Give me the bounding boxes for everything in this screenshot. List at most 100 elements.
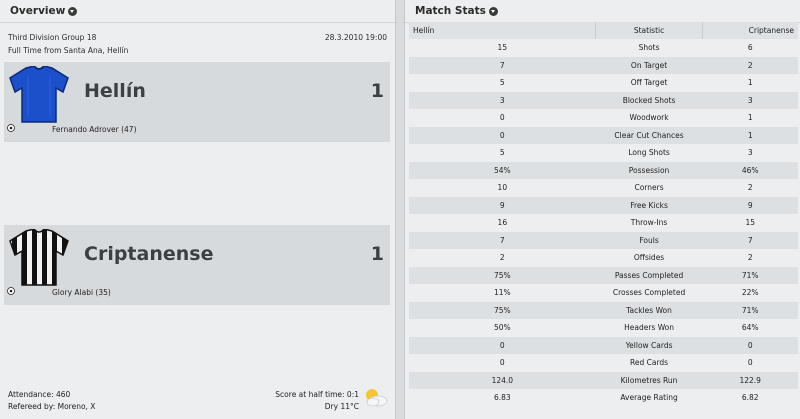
stats-row: 16 Throw-Ins 15 [409, 214, 798, 232]
venue-line: Full Time from Santa Ana, Hellín [8, 46, 129, 55]
stat-away-value: 1 [747, 113, 753, 123]
stat-home-value: 50% [493, 323, 511, 333]
match-stats-title: Match Stats [415, 5, 486, 17]
stat-away-value: 122.9 [702, 371, 798, 389]
away-shirt-icon [9, 229, 69, 286]
attendance-label: Attendance: 460 [8, 390, 71, 399]
stat-away-value: 71% [702, 301, 798, 319]
stats-table: Hellín Statistic Criptanense 15 Shots 6 7 On… [409, 22, 798, 407]
stat-away-value: 3 [702, 91, 798, 109]
stat-away-value: 15 [745, 218, 755, 228]
stat-home-value: 3 [409, 91, 596, 109]
sun-cloud-icon [366, 389, 388, 407]
stat-away-value: 3 [747, 148, 753, 158]
home-team-score: 1 [370, 80, 384, 102]
stat-away-value: 2 [747, 253, 753, 263]
stat-away-value: 9 [702, 196, 798, 214]
stat-away-value: 1 [702, 126, 798, 144]
stats-row: 9 Free Kicks 9 [409, 196, 798, 214]
stat-label: Corners [634, 183, 664, 193]
stat-away-value: 22% [741, 288, 759, 298]
stat-label: Shots [638, 43, 660, 53]
column-header-home[interactable]: Hellín [409, 22, 597, 39]
stat-away-value: 6.82 [741, 393, 759, 403]
stat-away-value: 0 [747, 358, 753, 368]
competition-label[interactable]: Third Division Group 18 [8, 33, 97, 42]
stat-label: Crosses Completed [612, 288, 686, 298]
stat-away-value: 6 [747, 43, 753, 53]
stat-label: Blocked Shots [595, 91, 703, 109]
goal-ball-icon [7, 287, 15, 295]
home-scorer[interactable]: Fernando Adrover (47) [52, 125, 137, 134]
stat-home-value: 0 [499, 113, 505, 123]
stat-label: Kilometres Run [595, 371, 703, 389]
stat-label: Passes Completed [595, 266, 703, 284]
overview-header[interactable]: Overview [0, 0, 395, 23]
stat-home-value: 7 [409, 231, 596, 249]
stat-label: Red Cards [630, 358, 669, 368]
stat-away-value: 46% [702, 161, 798, 179]
away-scorer[interactable]: Glory Alabi (35) [52, 288, 111, 297]
stat-home-value: 0 [499, 358, 505, 368]
stat-label: Fouls [595, 231, 703, 249]
home-team-name[interactable]: Hellín [84, 80, 146, 102]
stats-row: 5 Long Shots 3 [409, 144, 798, 162]
stat-home-value: 10 [497, 183, 508, 193]
stat-home-value: 5 [499, 78, 505, 88]
away-team-name[interactable]: Criptanense [84, 243, 214, 265]
stats-row: 54% Possession 46% [409, 161, 798, 179]
stat-away-value: 64% [741, 323, 759, 333]
stat-label: Woodwork [629, 113, 669, 123]
stat-label: Clear Cut Chances [595, 126, 703, 144]
stats-row: 7 On Target 2 [409, 56, 798, 74]
stats-row: 2 Offsides 2 [409, 249, 798, 267]
stats-row: 0 Red Cards 0 [409, 354, 798, 372]
stats-row: 0 Woodwork 1 [409, 109, 798, 127]
stat-away-value: 7 [702, 231, 798, 249]
chevron-down-icon[interactable] [488, 6, 498, 16]
stat-home-value: 75% [409, 266, 596, 284]
stat-label: On Target [595, 56, 703, 74]
stats-row: 75% Passes Completed 71% [409, 266, 798, 284]
stats-row: 0 Clear Cut Chances 1 [409, 126, 798, 144]
stat-label: Offsides [633, 253, 665, 263]
referee-label[interactable]: Refereed by: Moreno, X [8, 402, 96, 411]
overview-panel: Overview Third Division Group 18 28.3.20… [0, 0, 396, 419]
stat-home-value: 9 [409, 196, 596, 214]
stats-body: 15 Shots 6 7 On Target 2 5 Off Target 1 3 Blocked … [409, 39, 798, 407]
stat-home-value: 7 [409, 56, 596, 74]
stat-away-value: 2 [747, 183, 753, 193]
away-team-box: Criptanense 1 Glory Alabi (35) [4, 225, 390, 305]
stat-label: Tackles Won [595, 301, 703, 319]
match-stats-header[interactable]: Match Stats [405, 0, 800, 23]
stat-home-value: 0 [409, 126, 596, 144]
stat-home-value: 16 [497, 218, 508, 228]
stats-row: 50% Headers Won 64% [409, 319, 798, 337]
column-header-away[interactable]: Criptanense [702, 22, 798, 39]
stats-row: 124.0 Kilometres Run 122.9 [409, 371, 798, 389]
stat-label: Long Shots [628, 148, 670, 158]
stat-label: Average Rating [620, 393, 678, 403]
match-date: 28.3.2010 19:00 [324, 33, 387, 42]
stat-home-value: 0 [409, 336, 596, 354]
stats-row: 75% Tackles Won 71% [409, 301, 798, 319]
home-shirt-icon [9, 66, 69, 123]
half-time-score: Score at half time: 0:1 [275, 390, 359, 399]
stat-away-value: 71% [702, 266, 798, 284]
stat-home-value: 6.83 [493, 393, 511, 403]
stat-away-value: 1 [747, 78, 753, 88]
home-team-box: Hellín 1 Fernando Adrover (47) [4, 62, 390, 142]
stat-label: Free Kicks [595, 196, 703, 214]
stat-home-value: 11% [493, 288, 511, 298]
stat-away-value: 0 [702, 336, 798, 354]
goal-ball-icon [7, 124, 15, 132]
column-header-statistic[interactable]: Statistic [595, 22, 703, 39]
stats-row: 0 Yellow Cards 0 [409, 336, 798, 354]
stats-row: 10 Corners 2 [409, 179, 798, 197]
away-team-score: 1 [370, 243, 384, 265]
weather-label: Dry 11°C [324, 402, 359, 411]
overview-title: Overview [10, 5, 66, 17]
chevron-down-icon[interactable] [68, 6, 78, 16]
stat-label: Headers Won [624, 323, 675, 333]
stats-row: 15 Shots 6 [409, 39, 798, 57]
